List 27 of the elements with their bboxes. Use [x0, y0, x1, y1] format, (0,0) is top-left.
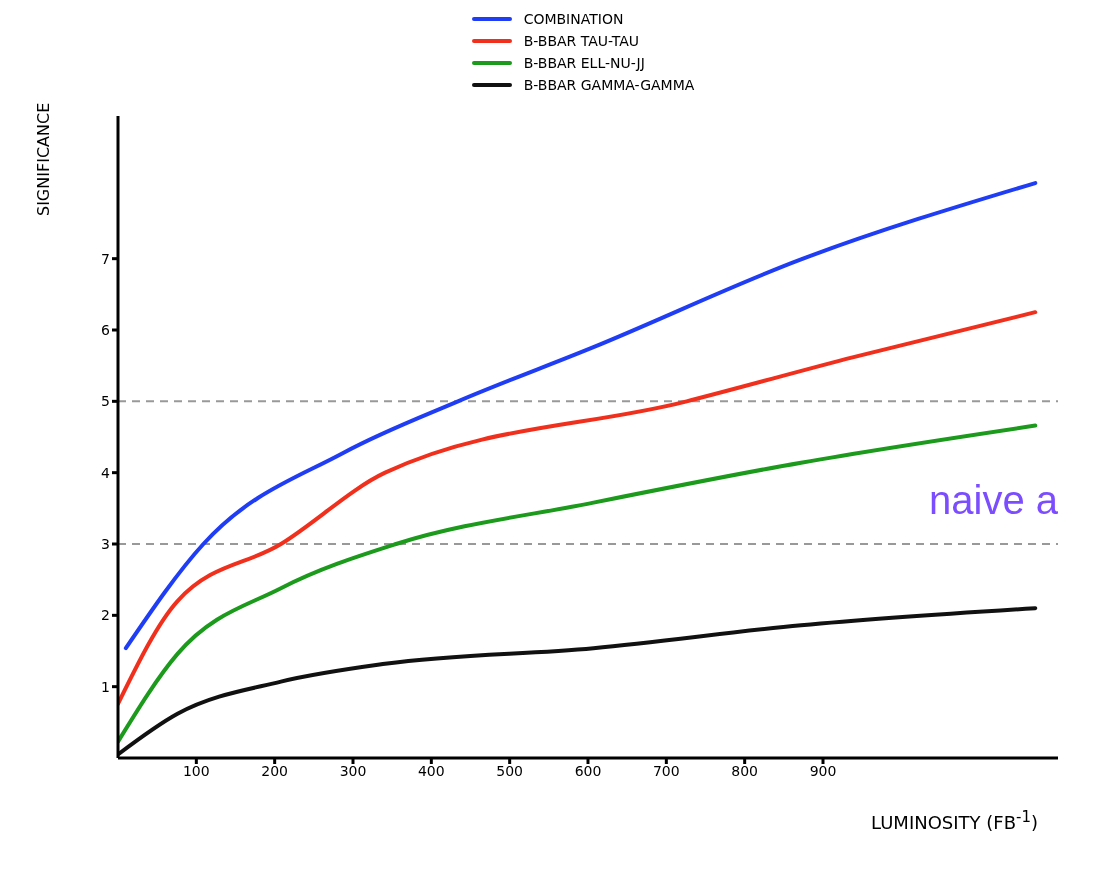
- x-tick-label: 500: [496, 762, 524, 779]
- x-tick-label: 100: [182, 762, 210, 779]
- x-tick-label: 800: [731, 762, 759, 779]
- y-tick-label: 2: [101, 607, 110, 624]
- legend-label: B-BBAR ELL-NU-JJ: [523, 55, 645, 71]
- line-series: [118, 606, 1038, 757]
- y-tick-label: 3: [101, 535, 110, 552]
- y-tick-label: 7: [101, 250, 110, 267]
- legend-label: COMBINATION: [523, 11, 624, 27]
- annotation: naive a: [929, 478, 1058, 523]
- legend-label: B-BBAR GAMMA-GAMMA: [523, 77, 695, 93]
- x-axis-title: LUMINOSITY (FB$^{-1}$): [871, 808, 1038, 833]
- x-tick-label: 400: [417, 762, 445, 779]
- x-tick-label: 700: [652, 762, 680, 779]
- line-series: [118, 310, 1038, 706]
- legend-label: B-BBAR TAU-TAU: [523, 33, 640, 49]
- y-tick-label: 4: [101, 464, 111, 481]
- x-tick-label: 900: [809, 762, 837, 779]
- line-series: [123, 181, 1038, 651]
- y-tick-label: 6: [101, 321, 111, 338]
- y-tick-label: 1: [101, 678, 110, 695]
- y-tick-label: 5: [101, 393, 110, 410]
- line-series: [118, 423, 1038, 744]
- x-tick-label: 200: [261, 762, 289, 779]
- x-tick-label: 600: [574, 762, 602, 779]
- x-tick-label: 300: [339, 762, 367, 779]
- y-axis-title: SIGNIFICANCE: [34, 102, 54, 216]
